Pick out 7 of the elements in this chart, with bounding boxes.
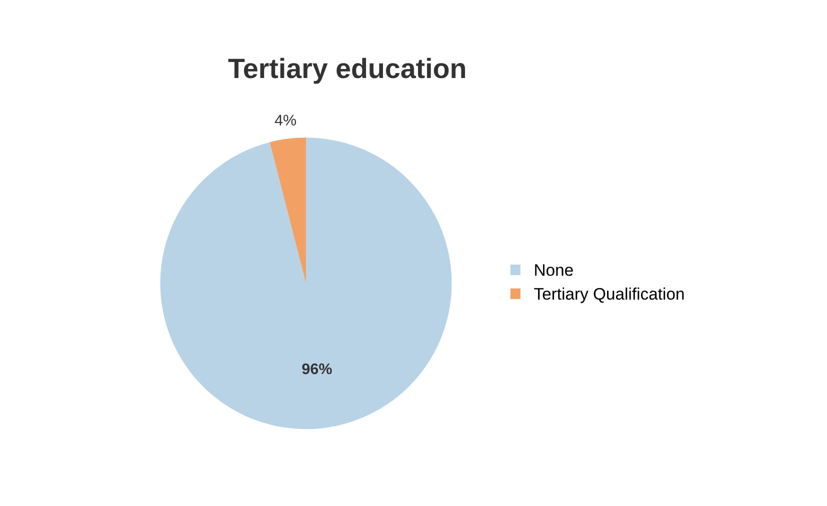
data-label: 4% bbox=[274, 114, 296, 126]
chart-title: Tertiary education bbox=[228, 58, 466, 84]
pie-slice bbox=[270, 138, 306, 284]
legend-label: Tertiary Qualification bbox=[534, 288, 684, 304]
pie-slice bbox=[160, 138, 452, 430]
legend-label: None bbox=[535, 264, 573, 276]
data-label: 96% bbox=[302, 363, 332, 374]
